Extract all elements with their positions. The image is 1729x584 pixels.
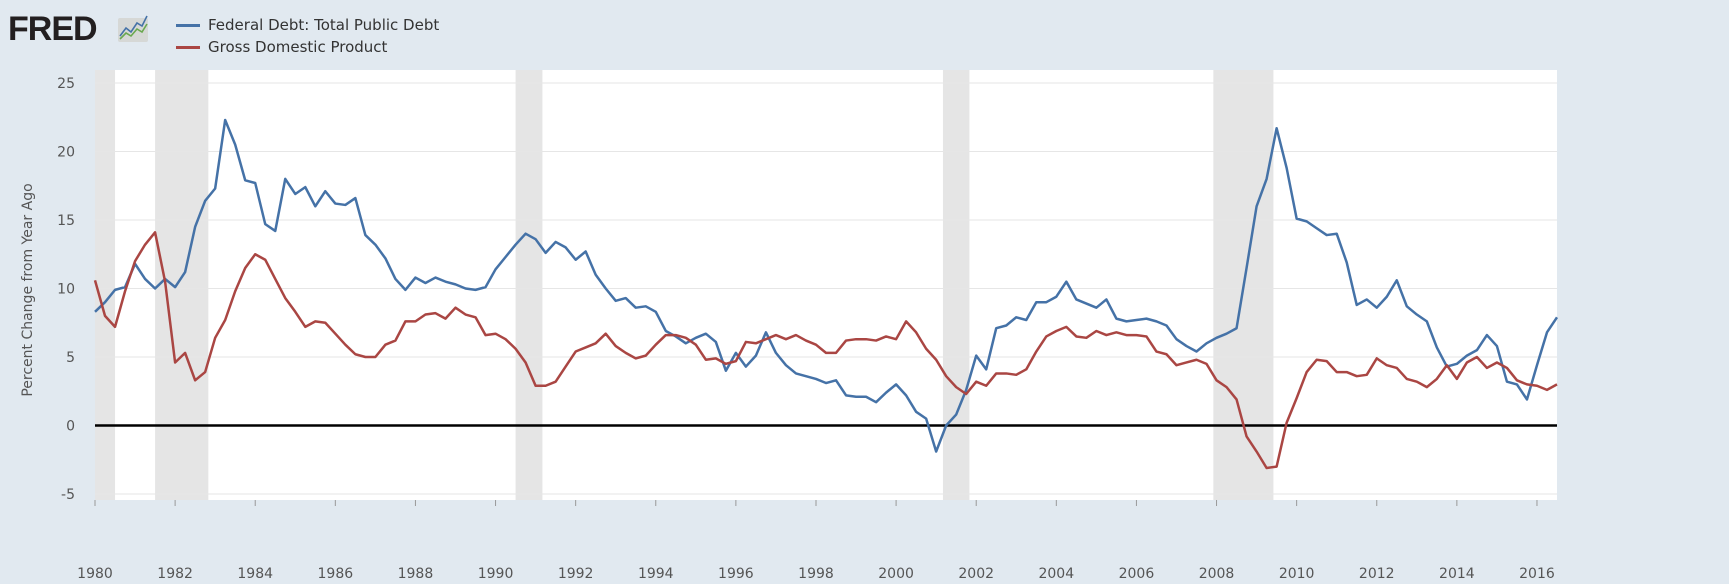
- x-tick-label: 1986: [318, 566, 354, 582]
- x-tick-label: 1988: [398, 566, 434, 582]
- x-tick-label: 1992: [558, 566, 594, 582]
- x-tick-label: 2000: [878, 566, 914, 582]
- legend: Federal Debt: Total Public Debt Gross Do…: [176, 14, 439, 58]
- y-tick-label: 15: [57, 213, 75, 229]
- x-tick-label: 2016: [1519, 566, 1555, 582]
- legend-item-gdp[interactable]: Gross Domestic Product: [176, 36, 439, 58]
- fred-logo[interactable]: FRED: [8, 10, 98, 48]
- legend-label-gdp: Gross Domestic Product: [208, 38, 388, 56]
- y-tick-label: 0: [66, 419, 75, 435]
- recession-band: [95, 70, 116, 500]
- x-tick-label: 1994: [638, 566, 674, 582]
- debt-line: [94, 118, 1559, 453]
- x-tick-label: 2002: [958, 566, 994, 582]
- header: FRED Federal Debt: Total Public Debt Gro…: [0, 0, 1729, 70]
- y-tick-label: 25: [57, 76, 75, 92]
- x-tick-label: 1984: [237, 566, 273, 582]
- x-tick-label: 1998: [798, 566, 834, 582]
- gridlines: [95, 82, 1557, 495]
- x-tick-label: 2008: [1199, 566, 1235, 582]
- legend-swatch-gdp: [176, 45, 200, 49]
- recession-band: [155, 70, 209, 500]
- series-lines: [93, 118, 1559, 470]
- legend-swatch-debt: [176, 23, 200, 27]
- x-tick-label: 2004: [1038, 566, 1074, 582]
- x-tick-label: 2010: [1279, 566, 1315, 582]
- legend-item-debt[interactable]: Federal Debt: Total Public Debt: [176, 14, 439, 36]
- plot-background: [95, 70, 1557, 500]
- x-tick-label: 2014: [1439, 566, 1475, 582]
- x-tick-label: 2006: [1119, 566, 1155, 582]
- legend-label-debt: Federal Debt: Total Public Debt: [208, 16, 440, 34]
- recession-band: [942, 70, 970, 500]
- x-tick-label: 2012: [1359, 566, 1395, 582]
- x-tick-labels: 1980 1982 1984 1986 1988 1990 1992 1994 1996 1998…: [77, 500, 1555, 582]
- x-tick-label: 1990: [478, 566, 514, 582]
- chart-logo-icon: [118, 15, 148, 42]
- y-tick-label: 10: [57, 282, 75, 298]
- recession-band: [515, 70, 543, 500]
- x-tick-label: 1996: [718, 566, 754, 582]
- y-tick-labels: -5 0 5 10 15 20 25: [57, 76, 75, 503]
- y-tick-label: -5: [61, 487, 75, 503]
- y-tick-label: 5: [66, 350, 75, 366]
- x-tick-label: 1982: [157, 566, 193, 582]
- gdp-line: [93, 231, 1558, 470]
- y-axis-title: Percent Change from Year Ago: [20, 183, 36, 396]
- y-tick-label: 20: [57, 145, 75, 161]
- x-tick-label: 1980: [77, 566, 113, 582]
